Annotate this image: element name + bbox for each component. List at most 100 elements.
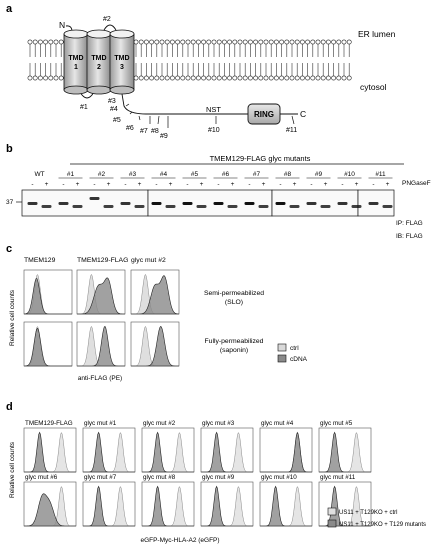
lipid-head	[242, 39, 248, 45]
histogram-sample	[319, 431, 371, 473]
panel-c-ylabel: Relative cell counts	[9, 289, 16, 346]
tmd1-label-2: 1	[74, 64, 78, 71]
site-labels: #1 #2 #3 #4 #5 #6 #7 #8 #9 #10 #11	[80, 16, 297, 140]
band-plus	[103, 205, 114, 208]
lipid-head	[242, 75, 248, 81]
histogram-sample	[83, 485, 135, 527]
lipid-head	[299, 75, 305, 81]
histogram-sample	[260, 431, 312, 473]
panel-d-title: glyc mut #5	[320, 420, 353, 427]
ib-label: IB: FLAG	[396, 233, 423, 240]
c-terminal-tail	[121, 93, 248, 115]
pngase-minus: -	[155, 181, 157, 188]
membrane	[27, 39, 352, 81]
blot	[21, 189, 395, 217]
pngase-plus: +	[262, 181, 266, 188]
histogram-sample	[201, 431, 253, 473]
site-2: #2	[103, 16, 111, 23]
histogram-sample	[23, 278, 72, 315]
row2-label-2: (saponin)	[220, 347, 248, 354]
lipid-head	[263, 39, 269, 45]
lipid-head	[185, 75, 191, 81]
lipid-head	[43, 39, 48, 45]
lipid-head	[48, 39, 54, 45]
legend-cdna-swatch	[277, 354, 287, 363]
lipid-head	[53, 75, 59, 81]
panel-b: b TMEM129-FLAG glyc mutants WT #1 #2 #3 #4 #5…	[6, 143, 431, 240]
lipid-head	[232, 39, 238, 45]
lipid-head	[206, 75, 212, 81]
ring-domain	[247, 103, 281, 125]
lipid-head	[159, 39, 165, 45]
histogram-sample	[83, 431, 135, 473]
band-minus	[89, 197, 100, 200]
tmd2: TMD 2	[86, 29, 112, 95]
lipid-head	[154, 75, 160, 81]
lipid-head	[279, 39, 284, 45]
panel-d-title: glyc mut #2	[143, 420, 176, 427]
histogram-frame	[259, 427, 313, 473]
band-plus	[382, 205, 393, 208]
histogram-sample	[260, 485, 312, 527]
band-minus	[58, 202, 69, 205]
lipid-head	[247, 75, 253, 81]
pngase-minus: -	[279, 181, 281, 188]
ring-label: RING	[254, 110, 274, 119]
er-lumen-label: ER lumen	[358, 29, 396, 39]
lipid-head	[305, 75, 310, 81]
histogram-frame	[23, 427, 77, 473]
lipid-head	[237, 75, 243, 81]
lipid-head	[211, 75, 217, 81]
lipid-head	[310, 39, 316, 45]
pngase-minus: -	[186, 181, 188, 188]
pngase-minus: -	[93, 181, 95, 188]
lipid-head	[289, 75, 295, 81]
panel-d-title: glyc mut #9	[202, 474, 235, 481]
row2-label-1: Fully-permeabilized	[205, 338, 264, 345]
band-plus	[258, 205, 269, 208]
lipid-head	[237, 39, 243, 45]
lipid-head	[58, 39, 64, 45]
histogram-sample	[131, 275, 180, 315]
lipid-head	[154, 39, 160, 45]
lipid-head	[53, 39, 59, 45]
histogram-frame	[141, 481, 195, 527]
lipid-head	[211, 39, 217, 45]
band-plus	[320, 205, 331, 208]
site-6: #6	[126, 125, 134, 132]
lipid-head	[258, 39, 264, 45]
histogram-sample	[142, 485, 194, 527]
tmd3: TMD 3	[109, 29, 135, 95]
lipid-head	[32, 75, 38, 81]
lipid-head	[180, 39, 186, 45]
lipid-head	[206, 39, 212, 45]
lipid-head	[190, 75, 196, 81]
histogram-frame	[200, 481, 254, 527]
lipid-head	[149, 75, 154, 81]
site-9: #9	[160, 133, 168, 140]
pngase-minus: -	[62, 181, 64, 188]
pngase-minus: -	[217, 181, 219, 188]
band-plus	[41, 205, 52, 208]
lipid-head	[258, 75, 264, 81]
panel-d-title: glyc mut #10	[261, 474, 297, 481]
pngase-minus: -	[341, 181, 343, 188]
lipid-head	[315, 75, 321, 81]
lipid-head	[201, 75, 206, 81]
histogram-sample	[142, 431, 194, 473]
tmd2-label-1: TMD	[91, 55, 106, 62]
lipid-head	[273, 39, 279, 45]
site-8: #8	[151, 128, 159, 135]
lipid-head	[216, 39, 222, 45]
pm-labels: - + - + - + - + - + - + - + - + - + - + - + - +	[31, 181, 389, 188]
lipid-head	[185, 39, 191, 45]
legend-d-mut-label: US11 + T129KO + T129 mutants	[339, 522, 426, 528]
lipid-head	[38, 39, 43, 45]
band-plus	[196, 205, 207, 208]
lipid-head	[294, 39, 300, 45]
lane-label: #1	[67, 171, 75, 178]
band-minus	[275, 202, 286, 205]
panel-a-letter: a	[6, 3, 13, 15]
site-5: #5	[113, 117, 121, 124]
